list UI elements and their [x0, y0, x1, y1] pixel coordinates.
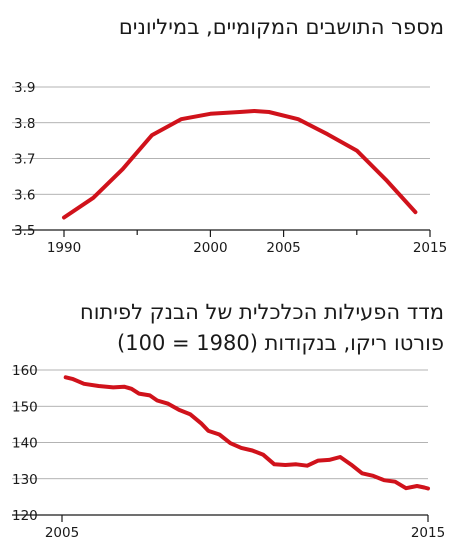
x-tick-label: 2005 — [45, 525, 79, 541]
y-tick-label: 130 — [12, 472, 38, 488]
x-tick-label: 2015 — [413, 240, 447, 256]
y-tick-label: 120 — [12, 508, 38, 524]
chart-1-title: מספר התושבים המקומיים, במיליונים — [118, 15, 444, 39]
series-line — [63, 375, 430, 491]
chart-1-svg: 3.5 3.6 3.7 3.8 3.9 1990 2000 2005 2015 — [12, 80, 447, 256]
x-tick-label: 2015 — [411, 525, 445, 541]
x-tick-label: 2005 — [266, 240, 300, 256]
y-tick-label: 140 — [12, 436, 38, 452]
y-tick-label: 150 — [12, 399, 38, 415]
series-line — [62, 109, 418, 220]
y-tick-label: 3.5 — [14, 223, 35, 239]
y-tick-label: 160 — [12, 363, 38, 379]
y-tick-label: 3.6 — [14, 187, 35, 203]
x-tick-label: 1990 — [47, 240, 81, 256]
y-tick-label: 3.9 — [14, 80, 35, 96]
chart-2-subtitle: פורטו ריקו, בנקודות (1980 = 100) — [117, 331, 444, 355]
y-tick-label: 3.7 — [14, 152, 35, 168]
y-tick-label: 3.8 — [14, 116, 35, 132]
chart-2-title: מדד הפעילות הכלכלית של הבנק לפיתוח — [80, 300, 444, 324]
x-tick-label: 2000 — [193, 240, 227, 256]
